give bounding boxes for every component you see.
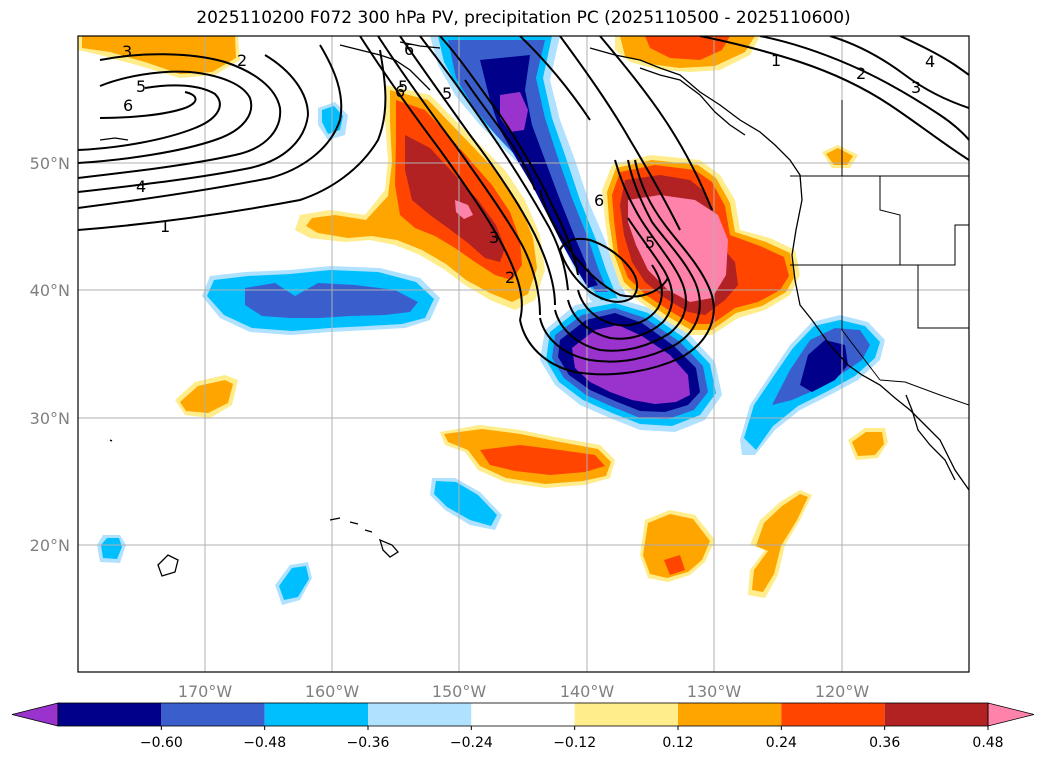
colorbar-outline <box>57 702 989 727</box>
contour-label: 3 <box>489 228 499 247</box>
colorbar-box <box>368 703 472 726</box>
boundaries <box>790 100 969 406</box>
contour-label: 3 <box>122 42 132 61</box>
colorbar-box <box>884 703 988 726</box>
contour-label: 5 <box>398 77 408 96</box>
colorbar-tick-label: 0.36 <box>869 735 900 751</box>
colorbar: −0.60 −0.48 −0.36 −0.24 −0.12 0.12 0.24 0.36 0.4… <box>11 702 1035 751</box>
contour-label: 6 <box>404 40 414 59</box>
colorbar-tick-label: −0.36 <box>347 735 390 751</box>
contour-label: 2 <box>856 64 866 83</box>
colorbar-tick-label: −0.12 <box>553 735 596 751</box>
plot-frame <box>77 35 970 673</box>
colorbar-tick-label: 0.24 <box>766 735 797 751</box>
colorbar-box <box>678 703 782 726</box>
contour-label: 4 <box>136 177 146 196</box>
contour-label: 2 <box>505 268 515 287</box>
lon-label: 140°W <box>560 682 615 701</box>
map-title: 2025110200 F072 300 hPa PV, precipitatio… <box>196 8 851 28</box>
latitude-labels: 50°N 40°N 30°N 20°N <box>30 154 70 555</box>
contour-label: 1 <box>771 51 781 70</box>
colorbar-tick-label: 0.12 <box>662 735 693 751</box>
lon-label: 170°W <box>178 682 233 701</box>
lat-label: 40°N <box>30 281 70 300</box>
colorbar-tick-label: −0.24 <box>450 735 493 751</box>
lon-label: 120°W <box>815 682 870 701</box>
pv-contours <box>78 36 969 376</box>
longitude-labels: 170°W 160°W 150°W 140°W 130°W 120°W <box>178 682 870 701</box>
contour-label: 4 <box>925 52 935 71</box>
lat-label: 50°N <box>30 154 70 173</box>
colorbar-box <box>781 703 885 726</box>
lat-label: 30°N <box>30 409 70 428</box>
colorbar-tick-label: −0.60 <box>140 735 183 751</box>
contour-labels: 3 2 5 6 4 1 6 5 6 5 3 2 6 5 1 2 3 4 <box>122 40 935 287</box>
contour-label: 1 <box>160 217 170 236</box>
colorbar-box <box>161 703 265 726</box>
lon-label: 130°W <box>687 682 742 701</box>
contour-label: 6 <box>395 82 405 101</box>
colorbar-box <box>574 703 678 726</box>
colorbar-box <box>471 703 575 726</box>
contour-label: 2 <box>237 51 247 70</box>
contour-label: 5 <box>645 233 655 252</box>
colorbar-extend-min <box>11 702 59 727</box>
contour-label: 5 <box>136 77 146 96</box>
contour-label: 5 <box>442 84 452 103</box>
contour-label: 6 <box>123 96 133 115</box>
colorbar-extend-max <box>987 702 1035 727</box>
graticule <box>78 36 969 672</box>
colorbar-tick-label: 0.48 <box>972 735 1003 751</box>
colorbar-tick-label: −0.48 <box>243 735 286 751</box>
lon-label: 150°W <box>432 682 487 701</box>
lon-label: 160°W <box>305 682 360 701</box>
plot-area: 3 2 5 6 4 1 6 5 6 5 3 2 6 5 1 2 3 4 <box>78 36 969 672</box>
colorbar-box <box>58 703 162 726</box>
contour-label: 3 <box>911 78 921 97</box>
colorbar-box <box>264 703 368 726</box>
contour-label: 6 <box>594 191 604 210</box>
lat-label: 20°N <box>30 536 70 555</box>
